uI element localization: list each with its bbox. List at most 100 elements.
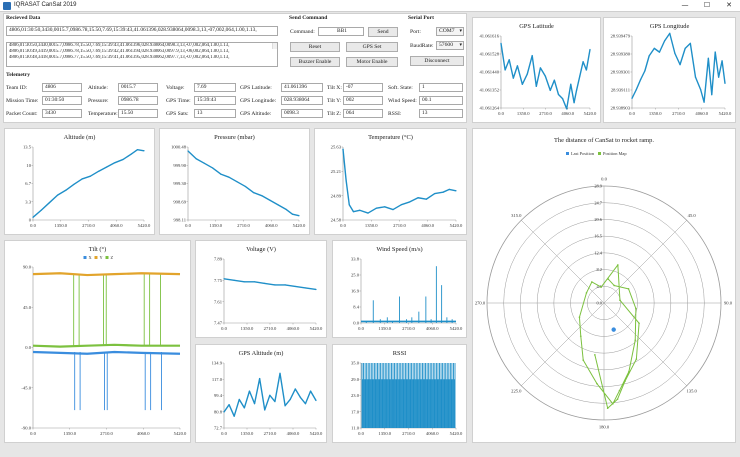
radius-label: 0.0 [597,301,603,306]
x-tick-label: 4060.0 [137,431,150,436]
received-data-log[interactable]: 4806,01:30:50,3430,0015.7,0986.78,15.50,… [6,42,278,67]
data-point [48,202,50,204]
data-point [684,47,686,49]
received-data-field[interactable]: 4806,01:30:50,3430,0015.7,0986.78,15.50,… [6,26,278,36]
data-point [56,194,59,196]
data-point [417,197,419,199]
gps-set-button[interactable]: GPS Set [346,42,398,52]
gps-sats-value: 13 [194,109,236,118]
legend-label: Y [100,255,104,260]
data-point [648,55,650,57]
received-scrollbar[interactable] [272,43,277,49]
x-tick-label: 5420.0 [293,223,306,228]
telemetry-label: Telemetry [6,72,31,78]
temperature-chart: Temperature (°C) 25.63 25.21 24.89 24.58 0.0 1… [314,128,467,235]
tilt-y-value: 002 [343,96,383,105]
x-tick-label: 1350.0 [241,431,254,436]
motor-enable-button[interactable]: Motor Enable [346,57,398,67]
x-tick-label: 5420.0 [174,431,187,436]
y-tick-label: 0.0 [25,345,31,350]
series-line [631,32,726,103]
series-line [342,149,457,214]
data-point [294,388,296,390]
data-point [582,61,584,63]
pressure-chart: Pressure (mbar) 1000.48 999.90 999.30 998.69… [159,128,310,235]
packet-count-value: 3430 [42,109,82,118]
title-bar: IQRASAT CanSat 2019 — ☐ ✕ [0,0,740,12]
data-point [253,281,256,283]
y-tick-label: 134.9 [212,361,223,366]
data-point [233,279,235,281]
send-button[interactable]: Send [368,27,398,37]
close-button[interactable]: ✕ [726,1,732,9]
pressure-label: Pressure: [88,98,109,104]
position-point [616,398,619,401]
chart-canvas: 28.939479 28.939380 28.939301 28.939111 28.9… [610,32,732,116]
command-input[interactable]: BB1 [318,27,364,36]
chart-canvas: 1000.48 999.90 999.30 998.69 998.110.0 1350.0… [171,145,306,228]
data-point [384,206,386,208]
legend-label: X [89,255,93,260]
y-tick-label: 17.0 [351,409,360,414]
team-id-label: Team ID: [6,85,28,91]
maximize-button[interactable]: ☐ [703,1,711,9]
data-point [223,411,225,413]
y-tick-label: 7.47 [214,321,223,326]
y-tick-label: 41.061352 [479,88,499,93]
legend-swatch [94,256,98,259]
disconnect-button[interactable]: Disconnect [410,56,464,66]
gps-sats-label: GPS Sats: [166,111,189,117]
rssi-value: 13 [419,109,463,118]
x-tick-label: 2710.0 [264,431,277,436]
data-point [549,89,551,92]
reset-button[interactable]: Reset [290,42,340,52]
y-tick-label: 35.0 [351,361,360,366]
port-value: COM7 [439,28,455,34]
x-tick-label: 0.0 [30,223,36,228]
data-point [345,179,347,181]
position-point [612,403,614,405]
buzzer-enable-button[interactable]: Buzzer Enable [290,57,340,67]
x-tick-label: 2710.0 [402,431,415,436]
data-point [694,76,697,78]
chart-title: GPS Longitude [649,23,690,30]
chart-title: Altitude (m) [63,134,96,141]
x-tick-label: 2710.0 [539,111,552,116]
x-tick-label: 1350.0 [54,223,67,228]
angle-label: 45.0 [688,213,697,218]
chart-title: GPS Altitude (m) [238,350,284,357]
x-tick-label: 4060.0 [265,223,278,228]
data-point [315,288,317,291]
data-point [721,60,723,62]
data-point [220,173,222,175]
y-tick-label: 99.4 [214,393,223,398]
legend-swatch [105,256,109,259]
data-point [573,102,575,104]
gps-time-label: GPS Time: [166,98,191,104]
gps-longitude-chart: GPS Longitude 28.939479 28.939380 28.939301… [603,17,736,123]
x-tick-label: 2710.0 [100,431,113,436]
y-tick-label: 25.0 [351,273,360,278]
y-tick-label: 13.5 [23,145,32,150]
port-select[interactable]: COM7 ▾ [436,27,464,36]
data-point [106,166,108,168]
chevron-down-icon: ▾ [459,43,462,48]
data-point [238,398,240,401]
last-position-marker [611,327,616,332]
x-tick-label: 5420.0 [310,431,323,436]
x-tick-label: 0.0 [340,223,346,228]
x-tick-label: 5420.0 [719,111,732,116]
x-tick-label: 4060.0 [287,431,300,436]
y-tick-label: 28.939380 [610,52,630,57]
data-point [73,183,75,185]
x-tick-label: 5420.0 [310,326,323,331]
data-point [348,204,350,206]
baudrate-select[interactable]: 57600 ▾ [436,41,464,50]
received-line: 4806,01:30:48,3418,0015.7,0986.77,15.50,… [9,55,230,60]
y-tick-label: 7.61 [214,299,223,304]
minimize-button[interactable]: — [681,1,689,9]
polar-spoke [603,220,687,304]
data-point [284,284,286,286]
legend-label: Z [111,255,114,260]
y-tick-label: 28.939301 [610,70,630,75]
